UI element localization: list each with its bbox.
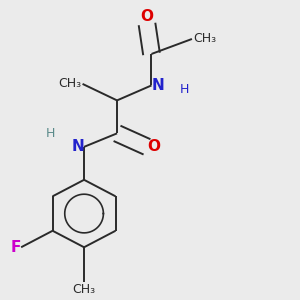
Text: CH₃: CH₃ bbox=[58, 77, 81, 90]
Text: O: O bbox=[147, 140, 160, 154]
Text: N: N bbox=[71, 140, 84, 154]
Text: H: H bbox=[180, 83, 189, 96]
Text: O: O bbox=[140, 9, 154, 24]
Text: F: F bbox=[11, 240, 21, 255]
Text: CH₃: CH₃ bbox=[194, 32, 217, 46]
Text: H: H bbox=[46, 127, 56, 140]
Text: CH₃: CH₃ bbox=[73, 283, 96, 296]
Text: N: N bbox=[152, 78, 164, 93]
